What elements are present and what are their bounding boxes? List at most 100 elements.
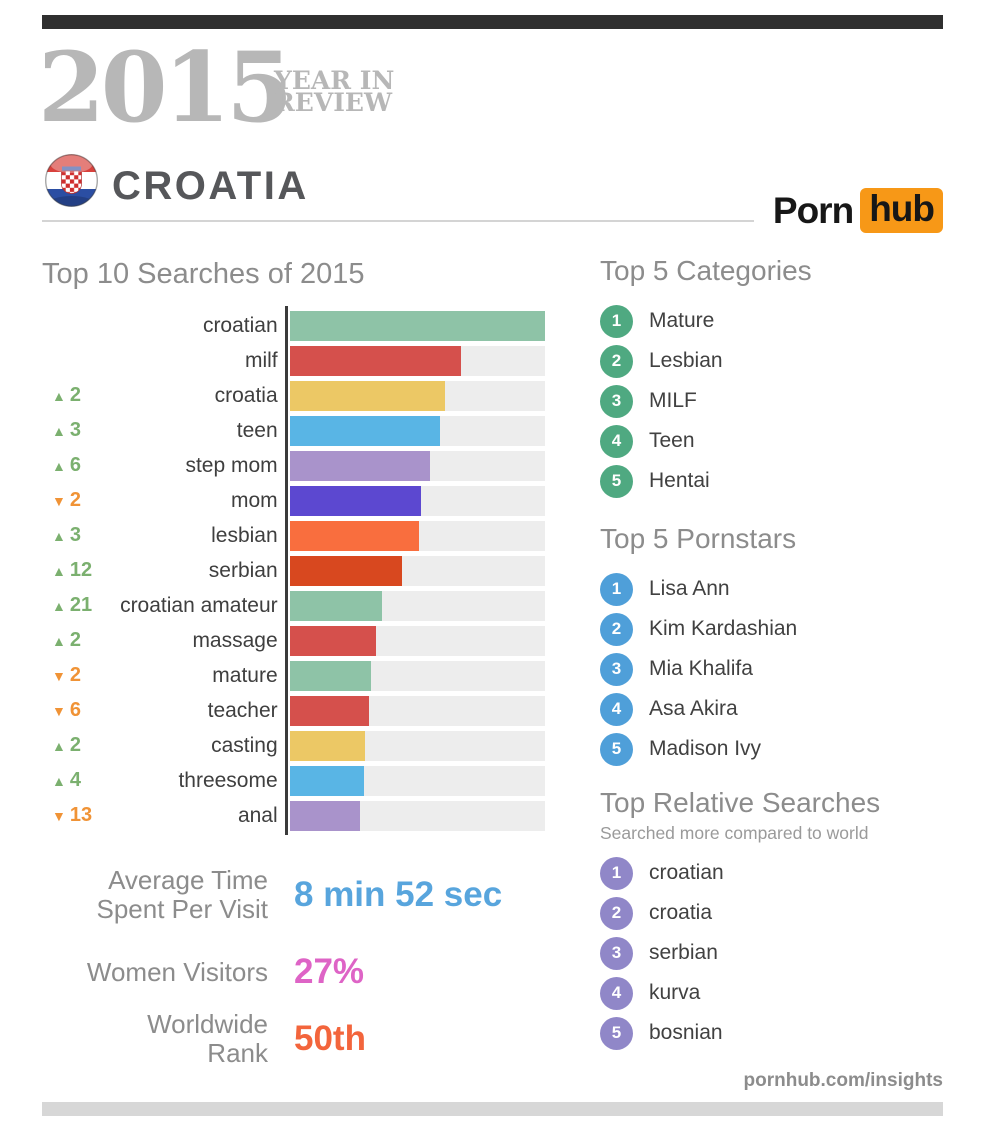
search-term-label: croatian amateur [120, 593, 278, 617]
search-term-label: mom [230, 488, 278, 512]
list-item-label: Kim Kardashian [649, 617, 798, 640]
search-term-label: mature [212, 663, 278, 687]
rank-down-indicator: ▼ 6 [52, 699, 98, 722]
rank-up-indicator: ▲ 6 [52, 454, 98, 477]
list-item-label: croatia [649, 901, 713, 924]
rank-change-amount: 2 [69, 629, 81, 651]
list-item-label: bosnian [649, 1021, 723, 1044]
bar-track [289, 590, 545, 621]
search-term-label: massage [192, 628, 278, 652]
list-item: 2 Lesbian [600, 341, 945, 381]
bottom-bar [42, 1102, 943, 1116]
bar [289, 695, 369, 726]
rank-up-icon: ▲ [52, 527, 66, 544]
rank-number-badge: 2 [600, 344, 633, 378]
list-item: 4 Asa Akira [600, 689, 945, 729]
bar [289, 800, 360, 831]
bar-track [289, 730, 545, 761]
bar-track [289, 625, 545, 656]
rank-down-icon: ▼ [52, 702, 66, 719]
rank-change-amount: 2 [69, 664, 81, 686]
search-term-label: anal [237, 803, 278, 827]
list-item: 3 Mia Khalifa [600, 649, 945, 689]
rank-change-amount: 6 [69, 454, 81, 476]
rank-up-indicator: ▲ 2 [52, 384, 98, 407]
brand-hub-box: hub [860, 188, 943, 233]
chart-axis-line [285, 306, 288, 835]
bar-track [289, 800, 545, 831]
search-term-label: lesbian [211, 523, 278, 547]
rank-number-badge: 5 [600, 1016, 633, 1050]
bar [289, 625, 377, 656]
chart-rows: croatian milf ▲ 2 croatia ▲ 3 teen ▲ 6 step mom ▼ 2 m… [52, 308, 545, 833]
bar-track [289, 485, 545, 516]
stat-row: Women Visitors 27% [42, 952, 364, 992]
search-term-label: teacher [207, 698, 278, 722]
rank-change-amount: 2 [69, 489, 81, 511]
insights-link[interactable]: pornhub.com/insights [743, 1070, 944, 1091]
search-row: croatian [52, 308, 545, 343]
list-item: 1 croatian [600, 853, 945, 893]
list-item: 3 serbian [600, 933, 945, 973]
rank-change-amount: 6 [69, 699, 81, 721]
rank-number-badge: 3 [600, 936, 633, 970]
bar [289, 520, 419, 551]
list-item: 3 MILF [600, 381, 945, 421]
list-item-label: Lesbian [649, 349, 723, 372]
list-item-label: Lisa Ann [649, 577, 730, 600]
stat-row: Average Time Spent Per Visit 8 min 52 sec [42, 866, 502, 924]
bar-track [289, 555, 545, 586]
bar [289, 450, 431, 481]
top-pornstars-section: Top 5 Pornstars 1 Lisa Ann 2 Kim Kardashian… [600, 522, 945, 769]
rank-up-icon: ▲ [52, 422, 66, 439]
search-row: ▲ 2 casting [52, 728, 545, 763]
search-row: ▲ 4 threesome [52, 763, 545, 798]
list-item-label: Madison Ivy [649, 737, 762, 760]
list-item: 4 kurva [600, 973, 945, 1013]
rank-number-badge: 2 [600, 896, 633, 930]
rank-down-indicator: ▼ 2 [52, 664, 98, 687]
list-item: 5 Hentai [600, 461, 945, 501]
rank-down-icon: ▼ [52, 492, 66, 509]
section-subtitle: Searched more compared to world [600, 823, 869, 843]
rank-change-amount: 2 [69, 734, 81, 756]
list-item: 4 Teen [600, 421, 945, 461]
bar [289, 345, 461, 376]
bar [289, 380, 446, 411]
top-categories-section: Top 5 Categories 1 Mature 2 Lesbian 3 MILF 4 Te… [600, 254, 945, 501]
search-row: ▲ 3 lesbian [52, 518, 545, 553]
rank-down-icon: ▼ [52, 807, 66, 824]
rank-up-icon: ▲ [52, 597, 66, 614]
section-title: Top 5 Pornstars [600, 523, 797, 554]
list-item: 2 croatia [600, 893, 945, 933]
rank-number-badge: 1 [600, 572, 633, 606]
rank-change-amount: 3 [69, 524, 81, 546]
rank-up-icon: ▲ [52, 457, 66, 474]
bar [289, 590, 382, 621]
bar-track [289, 765, 545, 796]
rank-change-amount: 3 [69, 419, 81, 441]
stat-row: Worldwide Rank 50th [42, 1010, 366, 1068]
search-row: ▼ 2 mom [52, 483, 545, 518]
rank-down-icon: ▼ [52, 667, 66, 684]
rank-down-indicator: ▼ 13 [52, 804, 98, 827]
list-item-label: kurva [649, 981, 701, 1004]
bar-track [289, 380, 545, 411]
year-in-review-tagline: YEAR IN REVIEW [274, 66, 395, 115]
rank-up-icon: ▲ [52, 772, 66, 789]
tagline-line1: YEAR IN [274, 66, 395, 95]
list-item-label: Teen [649, 429, 695, 452]
stat-label-line: Women Visitors [86, 956, 268, 987]
search-row: ▲ 3 teen [52, 413, 545, 448]
bar-track [289, 695, 545, 726]
rank-up-indicator: ▲ 3 [52, 419, 98, 442]
rank-up-icon: ▲ [52, 737, 66, 754]
search-term-label: teen [236, 418, 278, 442]
search-row: ▲ 21 croatian amateur [52, 588, 545, 623]
bar [289, 310, 545, 341]
section-title: Top 5 Categories [600, 255, 812, 286]
croatia-flag-icon [45, 154, 98, 207]
rank-number-badge: 4 [600, 424, 633, 458]
header-divider [42, 220, 754, 222]
section-items: 1 croatian 2 croatia 3 serbian 4 kurva 5 bosnian [600, 853, 945, 1053]
